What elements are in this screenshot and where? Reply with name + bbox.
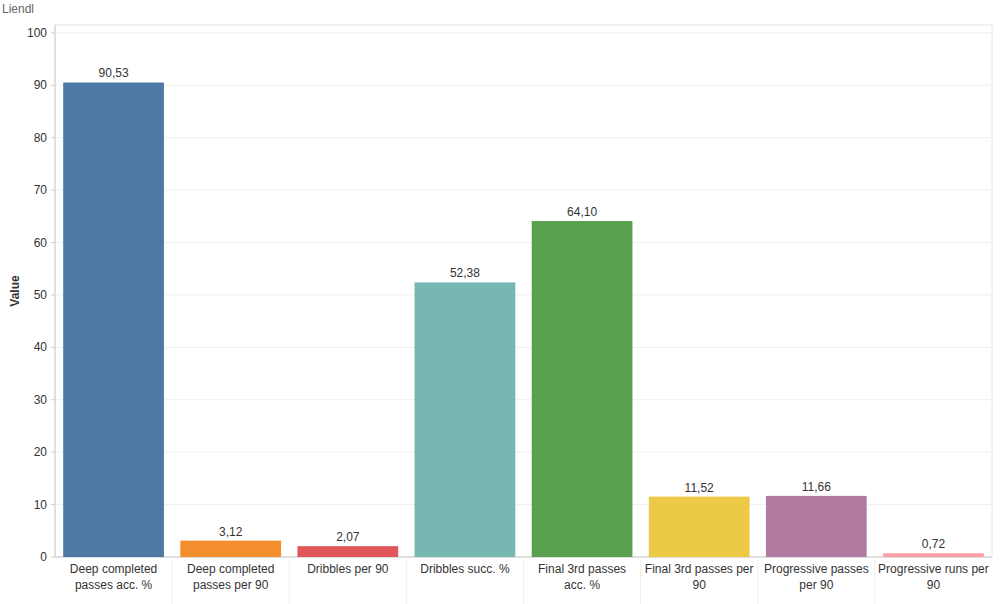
category-divider bbox=[874, 557, 875, 604]
tick-label: 10 bbox=[34, 498, 48, 512]
bar bbox=[532, 221, 633, 557]
tick-label: 70 bbox=[34, 183, 48, 197]
grid-line bbox=[55, 190, 992, 191]
data-label: 90,53 bbox=[99, 66, 129, 80]
bar bbox=[415, 282, 516, 557]
tick-label: 60 bbox=[34, 236, 48, 250]
y-axis bbox=[55, 25, 56, 557]
category-divider bbox=[406, 557, 407, 604]
data-label: 0,72 bbox=[922, 537, 946, 551]
tick-mark bbox=[51, 242, 55, 243]
category-divider bbox=[172, 557, 173, 604]
data-label: 11,66 bbox=[802, 480, 831, 494]
tick-label: 30 bbox=[34, 393, 48, 407]
category-label: Final 3rd passesacc. % bbox=[538, 562, 626, 592]
bar bbox=[297, 546, 398, 557]
tick-mark bbox=[51, 190, 55, 191]
grid-line bbox=[55, 452, 992, 453]
category-divider bbox=[523, 557, 524, 604]
bars bbox=[63, 82, 984, 557]
category-label: Progressive passesper 90 bbox=[764, 562, 869, 592]
tick-label: 20 bbox=[34, 445, 48, 459]
data-label: 11,52 bbox=[685, 481, 714, 495]
bar bbox=[180, 541, 281, 557]
tick-label: 100 bbox=[27, 26, 47, 40]
category-label: Dribbles per 90 bbox=[307, 562, 389, 576]
tick-label: 50 bbox=[34, 288, 48, 302]
tick-mark bbox=[51, 452, 55, 453]
grid-line bbox=[55, 294, 992, 295]
title: Liendl bbox=[2, 2, 34, 16]
tick-mark bbox=[51, 557, 55, 558]
tick-label: 90 bbox=[34, 78, 48, 92]
bar bbox=[649, 497, 750, 557]
tick-label: 0 bbox=[40, 550, 47, 564]
bar bbox=[883, 553, 984, 557]
category-divider bbox=[640, 557, 641, 604]
plot-frame bbox=[55, 25, 992, 557]
bar bbox=[63, 82, 164, 557]
tick-label: 80 bbox=[34, 131, 48, 145]
grid-line bbox=[55, 137, 992, 138]
category-label: Dribbles succ. % bbox=[420, 562, 510, 576]
tick-mark bbox=[51, 399, 55, 400]
grid-line bbox=[55, 347, 992, 348]
grid-line bbox=[55, 32, 992, 33]
data-label: 2,07 bbox=[336, 530, 360, 544]
category-divider bbox=[289, 557, 290, 604]
data-label: 64,10 bbox=[567, 205, 597, 219]
data-label: 52,38 bbox=[450, 266, 480, 280]
data-label: 3,12 bbox=[219, 525, 243, 539]
category-label: Deep completedpasses acc. % bbox=[70, 562, 157, 592]
tick-mark bbox=[51, 85, 55, 86]
tick-mark bbox=[51, 347, 55, 348]
category-label: Deep completedpasses per 90 bbox=[187, 562, 274, 592]
bar bbox=[766, 496, 867, 557]
tick-mark bbox=[51, 32, 55, 33]
tick-mark bbox=[51, 294, 55, 295]
chart: Liendl 0 10 20 30 40 50 60 70 80 90 100 Value 90,53 De… bbox=[0, 0, 1000, 604]
grid-line bbox=[55, 399, 992, 400]
grid-line bbox=[55, 242, 992, 243]
tick-mark bbox=[51, 504, 55, 505]
category-label: Progressive runs per90 bbox=[878, 562, 989, 592]
category-label: Final 3rd passes per90 bbox=[645, 562, 754, 592]
tick-label: 40 bbox=[34, 340, 48, 354]
tick-mark bbox=[51, 137, 55, 138]
category-divider bbox=[757, 557, 758, 604]
grid-line bbox=[55, 85, 992, 86]
y-axis-label: Value bbox=[8, 275, 22, 307]
